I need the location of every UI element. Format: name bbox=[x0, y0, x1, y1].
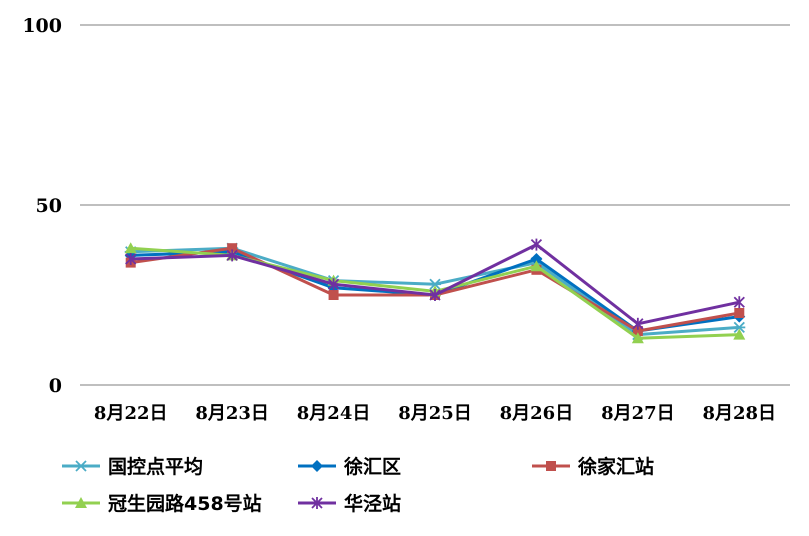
legend-item: 徐家汇站 bbox=[532, 455, 654, 478]
x-tick-label: 8月22日 bbox=[94, 403, 168, 424]
x-tick-label: 8月26日 bbox=[500, 403, 574, 424]
x-tick-label: 8月23日 bbox=[195, 403, 269, 424]
data-point bbox=[328, 290, 339, 300]
legend-marker bbox=[311, 460, 323, 472]
legend-label: 冠生园路458号站 bbox=[108, 492, 262, 515]
y-tick-label: 50 bbox=[36, 195, 62, 217]
data-point bbox=[632, 326, 643, 336]
data-point bbox=[734, 308, 745, 318]
legend-marker bbox=[75, 460, 87, 472]
legend-label: 徐家汇站 bbox=[577, 455, 654, 478]
data-point bbox=[429, 278, 441, 290]
data-point bbox=[733, 296, 745, 309]
x-tick-label: 8月27日 bbox=[601, 403, 675, 424]
legend-item: 华泾站 bbox=[298, 492, 401, 515]
legend-item: 徐汇区 bbox=[298, 455, 401, 478]
legend-marker bbox=[75, 497, 87, 508]
x-tick-label: 8月24日 bbox=[297, 403, 371, 424]
y-tick-label: 100 bbox=[22, 15, 62, 37]
legend-label: 徐汇区 bbox=[343, 455, 401, 478]
data-point bbox=[632, 317, 644, 330]
data-point bbox=[631, 332, 644, 344]
data-point bbox=[733, 321, 746, 334]
legend-label: 国控点平均 bbox=[108, 455, 203, 478]
gridlines bbox=[80, 24, 790, 386]
data-point bbox=[226, 249, 238, 262]
data-point bbox=[124, 242, 137, 254]
x-tick-label: 8月28日 bbox=[702, 403, 776, 424]
axes: 0 50 100 8月22日 8月23日 8月24日 8月25日 8月26日 8月27日 8月28… bbox=[22, 15, 776, 424]
legend-marker bbox=[311, 497, 323, 509]
series-lines bbox=[124, 238, 746, 344]
data-point bbox=[530, 253, 543, 265]
data-point bbox=[733, 328, 746, 340]
legend-item: 国控点平均 bbox=[62, 455, 203, 478]
data-point bbox=[227, 243, 238, 254]
legend-item: 冠生园路458号站 bbox=[62, 492, 262, 515]
data-point bbox=[327, 278, 340, 291]
data-point bbox=[125, 253, 137, 265]
legend-label: 华泾站 bbox=[344, 492, 401, 515]
legend-marker bbox=[546, 461, 556, 471]
x-tick-label: 8月25日 bbox=[398, 403, 472, 424]
data-point bbox=[530, 238, 543, 251]
data-point bbox=[530, 260, 543, 272]
series-5 bbox=[125, 238, 745, 330]
data-point bbox=[429, 289, 441, 301]
y-tick-label: 0 bbox=[49, 375, 62, 397]
